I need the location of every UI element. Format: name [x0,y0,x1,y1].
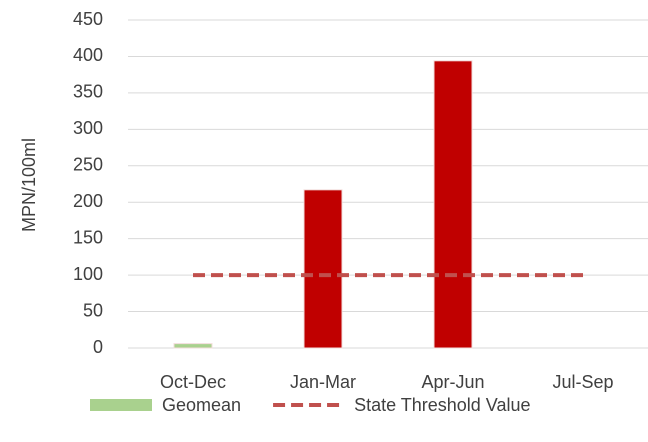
bar [303,189,343,349]
legend-label: State Threshold Value [354,395,530,415]
y-axis-label: MPN/100ml [19,138,39,232]
y-tick-label: 450 [73,9,103,29]
x-tick-label: Jul-Sep [552,372,613,392]
y-tick-label: 400 [73,45,103,65]
y-tick-label: 300 [73,118,103,138]
bar [173,343,213,349]
x-tick-label: Jan-Mar [290,372,356,392]
x-tick-label: Apr-Jun [421,372,484,392]
y-tick-label: 0 [93,337,103,357]
legend-swatch [90,399,152,411]
y-tick-label: 150 [73,227,103,247]
y-tick-label: 50 [83,300,103,320]
bar [433,60,473,349]
y-tick-label: 250 [73,155,103,175]
y-tick-label: 350 [73,82,103,102]
y-tick-label: 100 [73,264,103,284]
y-tick-label: 200 [73,191,103,211]
legend-label: Geomean [162,395,241,415]
x-tick-label: Oct-Dec [160,372,226,392]
